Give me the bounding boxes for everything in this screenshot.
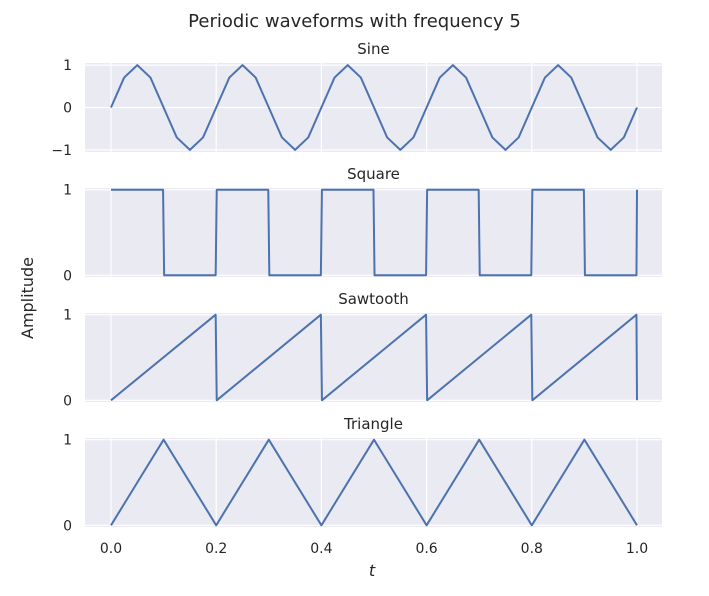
x-tick-label: 0.2 xyxy=(205,541,227,557)
subplot-sine: Sine −1 0 1 xyxy=(51,40,662,159)
y-tick-label: 1 xyxy=(63,183,72,199)
subplot-title: Sine xyxy=(357,40,389,58)
triangle-wave-line xyxy=(110,438,638,527)
x-tick-label: 0.8 xyxy=(521,541,543,557)
y-tick-label: 1 xyxy=(63,433,72,449)
y-tick-label: 0 xyxy=(63,518,72,534)
x-tick-label: 1.0 xyxy=(626,541,648,557)
x-tick-label: 0.0 xyxy=(100,541,122,557)
y-tick-label: 0 xyxy=(63,268,72,284)
subplot-sawtooth: Sawtooth 0 1 xyxy=(63,290,662,409)
x-tick-label: 0.4 xyxy=(310,541,332,557)
y-axis-label: Amplitude xyxy=(18,257,37,339)
subplot-panels: Sine −1 0 1 Square 0 1 Sawtooth 0 1 Triangle 0 1 0.0 0… xyxy=(51,40,662,557)
figure-title: Periodic waveforms with frequency 5 xyxy=(188,11,521,32)
y-tick-label: 0 xyxy=(63,101,72,117)
sawtooth-wave-line xyxy=(110,313,638,402)
subplot-square: Square 0 1 xyxy=(63,165,662,284)
subplot-title: Triangle xyxy=(343,415,403,433)
y-tick-label: 1 xyxy=(63,308,72,324)
subplot-title: Square xyxy=(347,165,400,183)
plot-background xyxy=(85,438,662,527)
y-tick-label: −1 xyxy=(51,143,72,159)
subplot-title: Sawtooth xyxy=(338,290,409,308)
y-tick-label: 1 xyxy=(63,58,72,74)
sine-wave-line xyxy=(110,64,638,151)
y-tick-label: 0 xyxy=(63,393,72,409)
subplot-triangle: Triangle 0 1 0.0 0.2 0.4 0.6 0.8 1.0 xyxy=(63,415,662,557)
x-axis-label: t xyxy=(369,561,376,580)
square-wave-line xyxy=(111,188,638,277)
x-tick-label: 0.6 xyxy=(415,541,437,557)
